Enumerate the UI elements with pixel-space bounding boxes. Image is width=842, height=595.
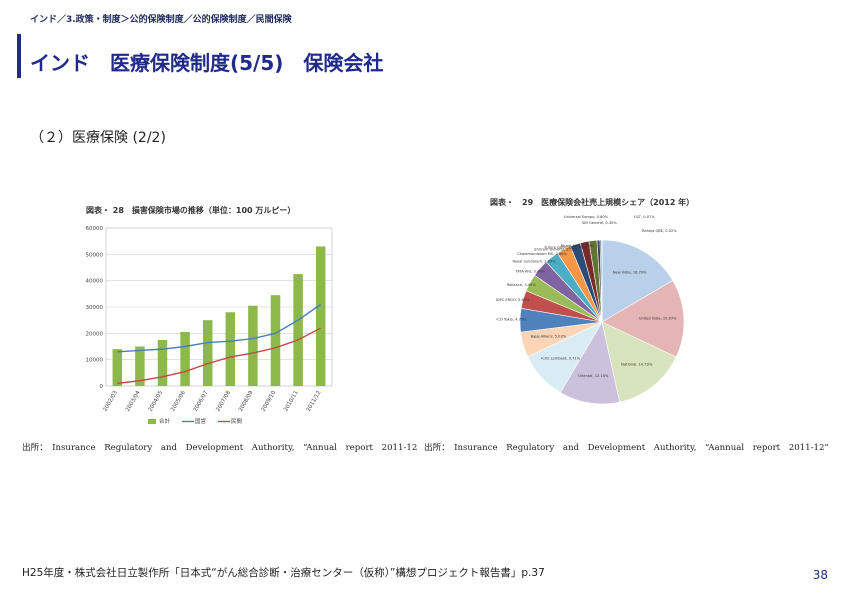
pie-label: TATA AIG, 3.46% [514, 270, 545, 274]
y-tick-label: 0 [100, 384, 104, 390]
legend-swatch [148, 419, 156, 424]
pie-label: HDFC ERGO, 3.60% [496, 298, 530, 302]
chart-29-source: 出所： Insurance Regulatory and Development… [424, 443, 829, 453]
bar-total [225, 312, 236, 386]
line-public [117, 303, 322, 353]
x-tick-label: 2004/05 [148, 390, 165, 413]
bar-total [157, 339, 168, 386]
y-tick-label: 50000 [86, 252, 104, 258]
pie-slice [601, 239, 674, 323]
x-tick-label: 2006/07 [193, 390, 210, 413]
title-accent-bar [17, 34, 21, 78]
pie-label: Royal Sundaram, 2.85% [512, 259, 556, 263]
x-tick-label: 2010/11 [283, 390, 300, 413]
pie-label: New India, 16.79% [613, 271, 647, 275]
footer-citation: H25年度・株式会社日立製作所「日本式“がん総合診断・治療センター（仮称）”構想… [22, 567, 545, 579]
pie-label: Shriram General, 2.05% [534, 248, 578, 252]
pie-label: Cholamandalam MS, 2.86% [517, 252, 567, 256]
chart-29-health-share-pie: New India, 16.79% United India, 15.67% Nat… [496, 215, 685, 405]
page-number: 38 [812, 568, 828, 582]
bar-total [270, 295, 281, 386]
pie-label: Raheja QBE, 0.02% [642, 229, 677, 233]
y-tick-label: 40000 [86, 279, 104, 285]
pie-label: L&T, 0.07% [634, 215, 655, 219]
bar-total [112, 349, 123, 386]
pie-label: Oriental, 12.10% [578, 374, 609, 378]
pie-label: ICICI Lombard, 9.71% [541, 356, 580, 360]
bar-total [315, 246, 326, 386]
pie-label: United India, 15.67% [639, 317, 677, 321]
bar-total [293, 274, 303, 386]
y-tick-label: 20000 [86, 331, 104, 337]
y-tick-label: 30000 [86, 305, 104, 311]
x-tick-label: 2005/06 [170, 390, 187, 413]
x-tick-label: 2003/04 [125, 390, 142, 413]
section-heading: （２）医療保険 (2/2) [30, 130, 166, 146]
line-private [117, 327, 322, 385]
pie-label: Bharti AXA, 1.60% [561, 244, 595, 248]
pie-label: National, 14.73% [621, 363, 653, 367]
pie-slice [601, 280, 685, 358]
x-tick-label: 2007/08 [215, 390, 232, 413]
y-tick-label: 10000 [86, 358, 104, 364]
legend-label: 国営 [195, 417, 207, 425]
breadcrumb: インド／3.政策・制度＞公的保険制度／公的保険制度／民間保険 [30, 15, 292, 25]
pie-label: Bajaj Allianz, 5.03% [531, 334, 567, 338]
pie-label: Universal Sompo, 0.60% [564, 215, 609, 219]
pie-slice [601, 321, 677, 403]
pie-label: Reliance, 3.49% [507, 283, 536, 287]
x-tick-label: 2008/09 [238, 390, 255, 413]
chart-29-title: 図表・ 29 医療保険会社売上規模シェア（2012 年） [490, 198, 695, 207]
bar-total [135, 346, 145, 386]
pie-label: IFFCO Tokio, 4.70% [496, 317, 527, 321]
bar-total [180, 332, 190, 386]
x-tick-label: 2002/03 [102, 390, 119, 413]
pie-slice [559, 321, 620, 405]
x-tick-label: 2011/12 [306, 390, 323, 413]
chart-28-title: 図表・ 28 損害保険市場の推移（単位：100 万ルピー） [86, 206, 296, 215]
bar-total [248, 305, 258, 386]
chart-28-nonlife-market: 0 10000 20000 30000 40000 50000 60000 2002/03 20… [86, 226, 333, 425]
chart-28-source: 出所： Insurance Regulatory and Development… [22, 443, 418, 453]
legend-label: 合計 [159, 417, 171, 425]
page-title: インド 医療保険制度(5/5) 保険会社 [30, 51, 384, 75]
legend-label: 民間 [231, 418, 243, 425]
x-tick-label: 2009/10 [261, 390, 278, 413]
pie-label: Future Generali, 1.74% [544, 245, 586, 249]
bar-total [202, 320, 213, 386]
y-tick-label: 60000 [86, 226, 104, 232]
pie-label: SBI General, 0.30% [582, 221, 617, 225]
